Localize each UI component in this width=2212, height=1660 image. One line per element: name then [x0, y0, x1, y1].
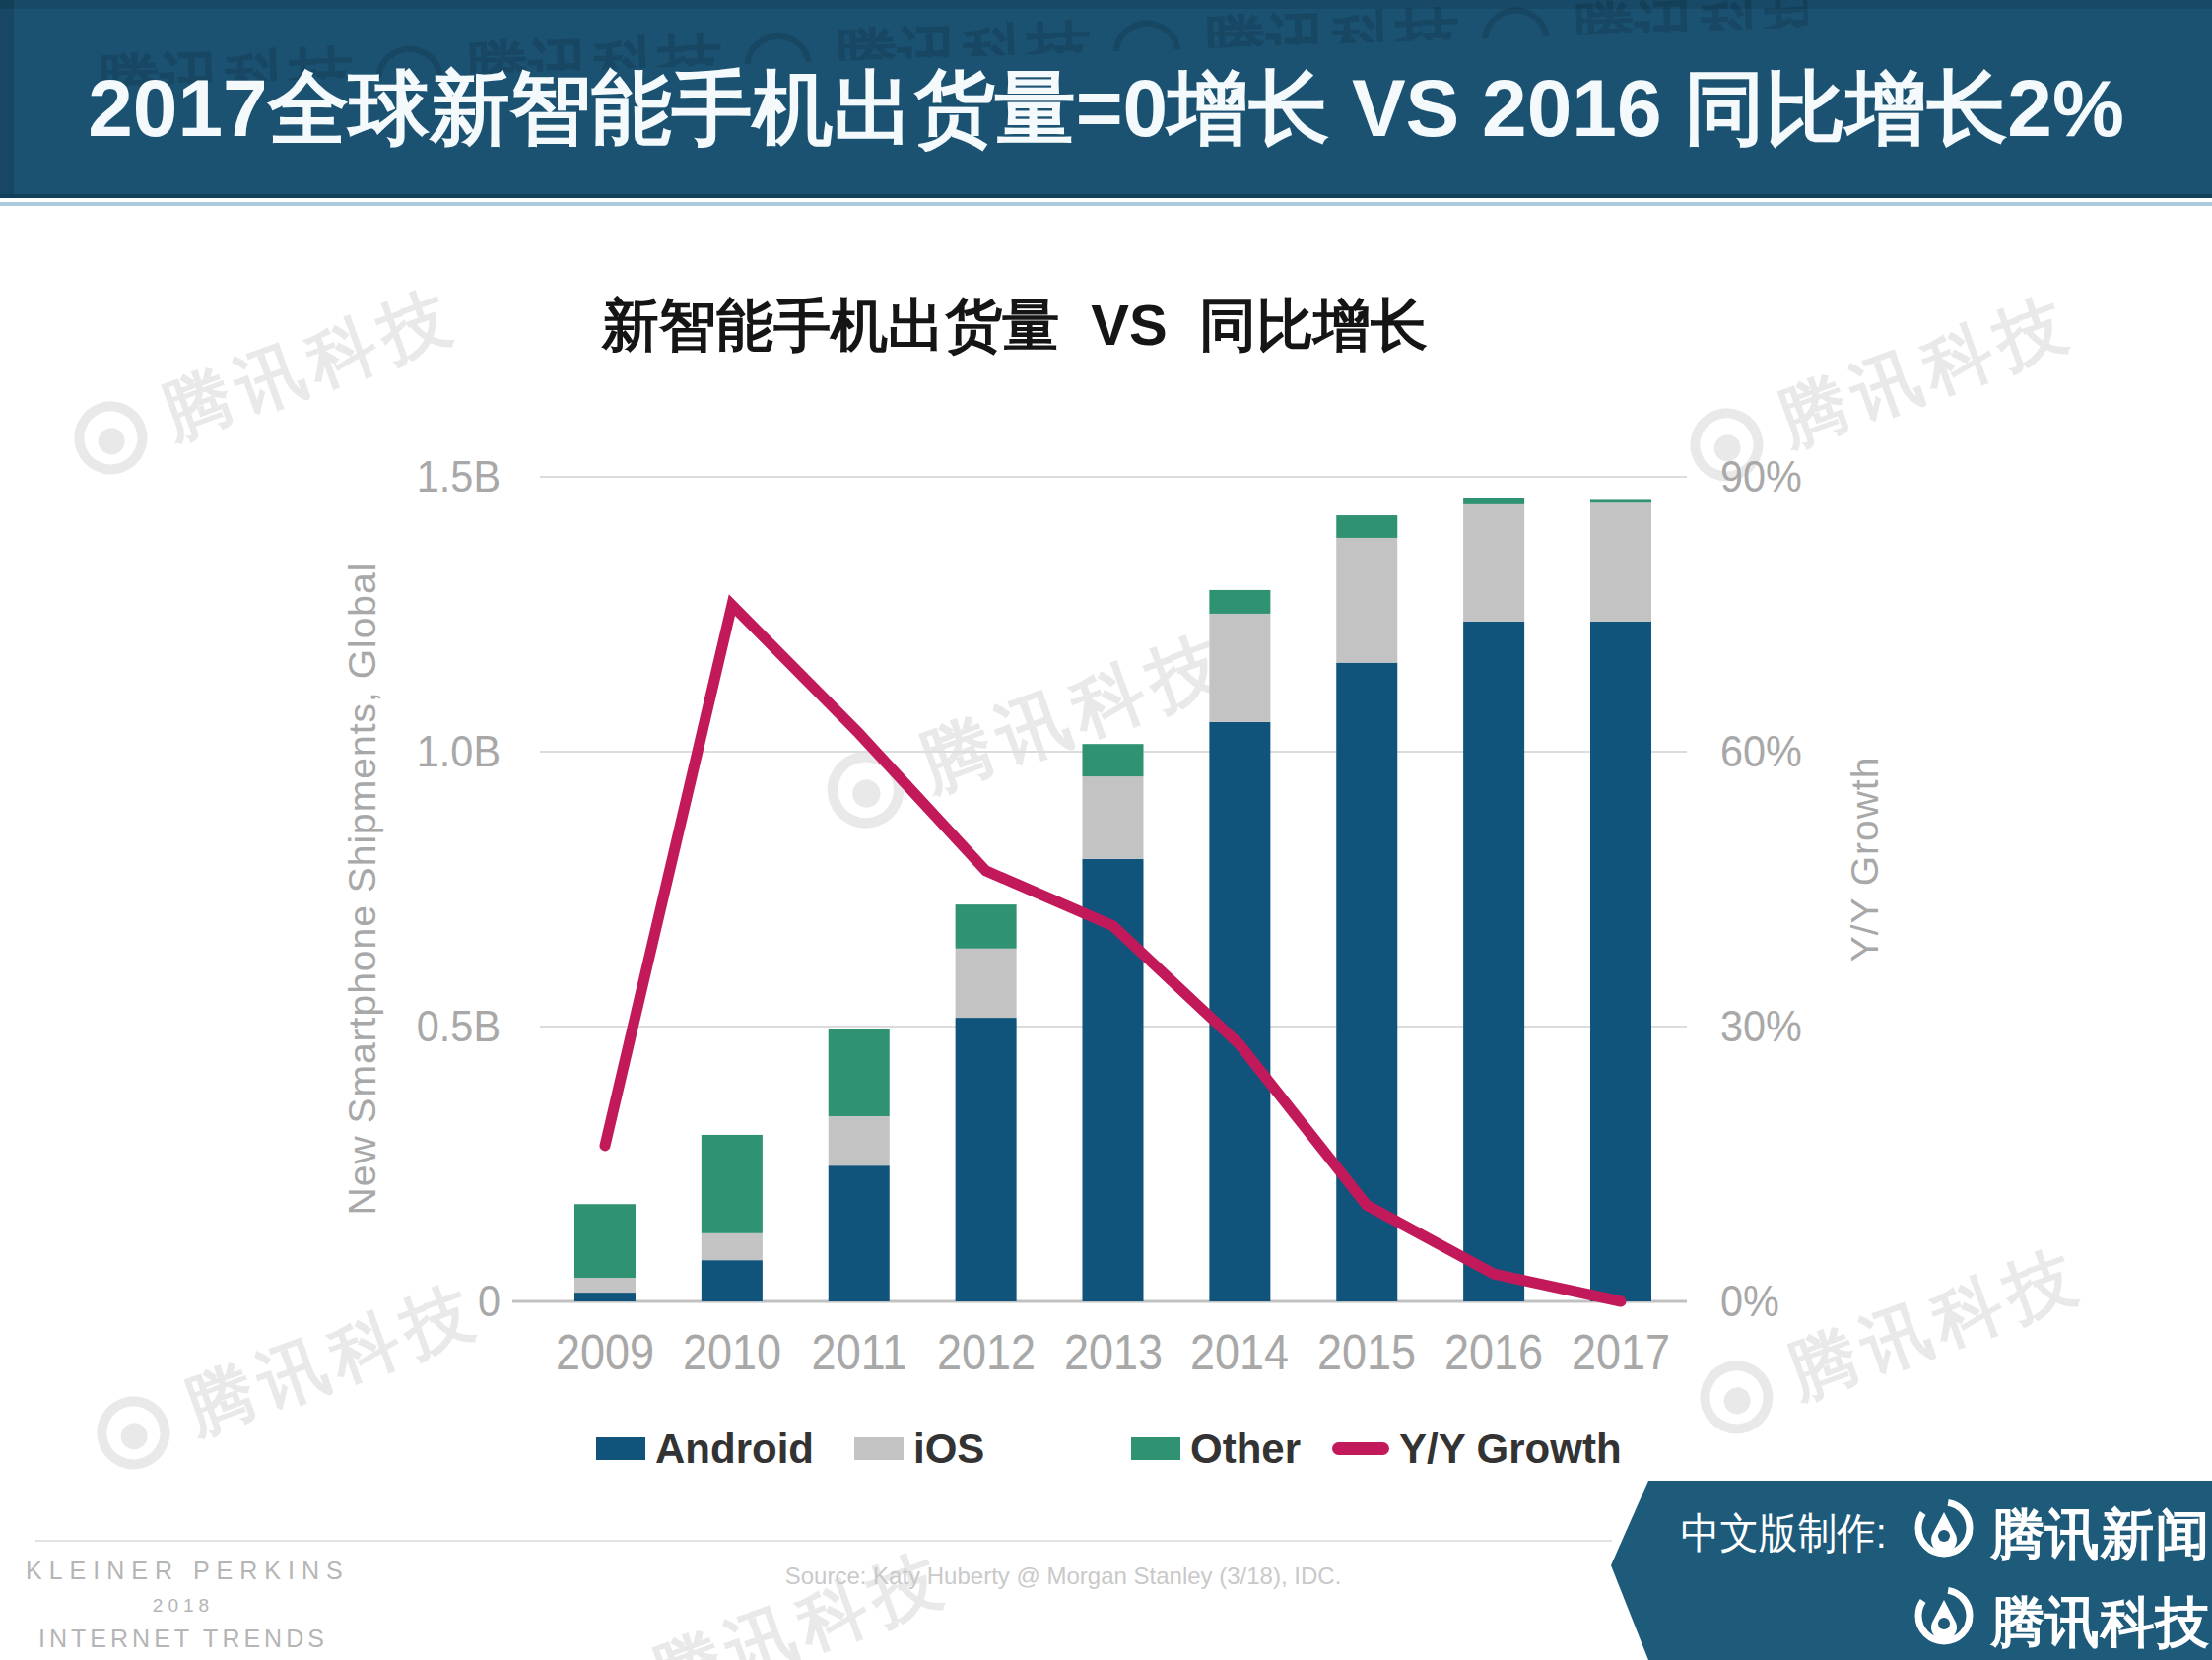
brand-line2: 2018	[26, 1595, 341, 1617]
left-axis-title: New Smartphone Shipments, Global	[341, 445, 384, 1332]
x-tick-2015: 2015	[1296, 1326, 1438, 1379]
footer-separator	[35, 1540, 1612, 1542]
bar-2016-android	[1463, 622, 1524, 1301]
legend-swatch-other	[1131, 1437, 1180, 1460]
brand-line3: INTERNET TRENDS	[26, 1625, 341, 1653]
bar-2009-other	[574, 1204, 636, 1278]
y-tick-right: 90%	[1720, 450, 1919, 503]
tencent-tech-logo	[1911, 1583, 1977, 1648]
legend-swatch-ios	[854, 1437, 904, 1460]
y-tick-right: 30%	[1720, 1000, 1919, 1053]
bar-2011-android	[829, 1165, 890, 1301]
bar-2015-ios	[1336, 538, 1397, 663]
slide: 腾讯科技腾讯科技腾讯科技腾讯科技腾讯科技腾讯科技 腾讯科技 ◯ 腾讯科技 ◯ 腾…	[0, 0, 2212, 1660]
x-tick-2010: 2010	[661, 1326, 803, 1379]
bar-2016-other	[1463, 498, 1524, 504]
kleiner-perkins-brand: KLEINER PERKINS 2018 INTERNET TRENDS	[26, 1557, 341, 1653]
legend-label-ios: iOS	[913, 1425, 984, 1474]
legend-swatch-android	[596, 1437, 645, 1460]
x-tick-2017: 2017	[1550, 1326, 1692, 1379]
bar-2013-ios	[1083, 776, 1144, 859]
bar-2017-other	[1590, 499, 1651, 502]
bar-2014-other	[1209, 590, 1270, 614]
bar-2010-ios	[702, 1233, 763, 1260]
credit-label: 中文版制作:	[1681, 1505, 1887, 1562]
legend-swatch-growth	[1332, 1442, 1389, 1455]
bar-2017-android	[1590, 622, 1651, 1301]
bar-2014-ios	[1209, 614, 1270, 722]
bar-2009-ios	[574, 1278, 636, 1293]
bar-2014-android	[1209, 722, 1270, 1301]
bar-2012-android	[956, 1018, 1017, 1301]
bar-2010-other	[702, 1135, 763, 1233]
credit-brand-news: 腾讯新闻	[1990, 1498, 2210, 1573]
bar-2011-ios	[829, 1116, 890, 1165]
bar-2010-android	[702, 1260, 763, 1301]
x-tick-2009: 2009	[534, 1326, 676, 1379]
x-tick-2014: 2014	[1169, 1326, 1310, 1379]
brand-line1: KLEINER PERKINS	[26, 1557, 341, 1585]
credit-brand-tech: 腾讯科技	[1990, 1586, 2210, 1660]
bar-2011-other	[829, 1029, 890, 1116]
bar-2015-other	[1336, 515, 1397, 538]
x-tick-2013: 2013	[1042, 1326, 1184, 1379]
bar-2012-ios	[956, 949, 1017, 1018]
bar-2016-ios	[1463, 504, 1524, 622]
bar-2009-android	[574, 1293, 636, 1301]
bar-2013-other	[1083, 744, 1144, 776]
legend-label-android: Android	[655, 1425, 814, 1474]
y-tick-right: 60%	[1720, 725, 1919, 778]
x-tick-2012: 2012	[915, 1326, 1057, 1379]
y-tick-right: 0%	[1720, 1275, 1919, 1328]
tencent-news-logo	[1911, 1495, 1977, 1560]
right-axis-title: Y/Y Growth	[1843, 416, 1887, 1302]
legend-label-other: Other	[1190, 1425, 1301, 1474]
x-tick-2011: 2011	[788, 1326, 930, 1379]
bar-2012-other	[956, 904, 1017, 949]
x-tick-2016: 2016	[1423, 1326, 1565, 1379]
bar-2017-ios	[1590, 502, 1651, 622]
source-note: Source: Katy Huberty @ Morgan Stanley (3…	[785, 1562, 1342, 1590]
